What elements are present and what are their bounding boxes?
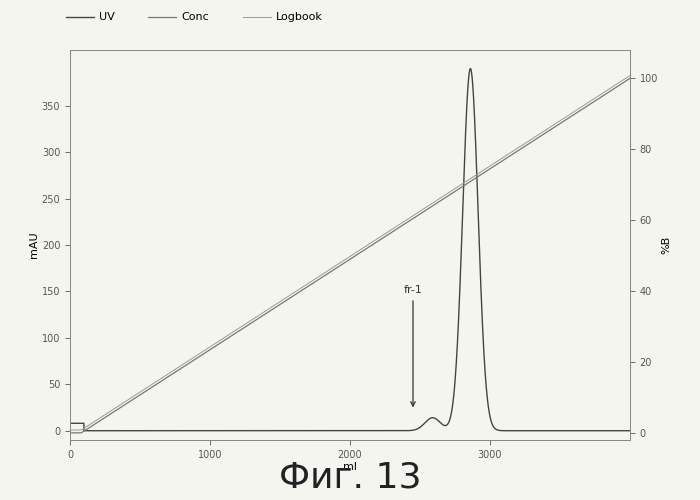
Legend: UV, Conc, Logbook: UV, Conc, Logbook bbox=[62, 8, 328, 27]
Text: fr-1: fr-1 bbox=[404, 286, 422, 406]
Y-axis label: %B: %B bbox=[661, 236, 671, 254]
X-axis label: ml: ml bbox=[343, 462, 357, 472]
Text: Фиг. 13: Фиг. 13 bbox=[279, 461, 421, 495]
Y-axis label: mAU: mAU bbox=[29, 232, 39, 258]
